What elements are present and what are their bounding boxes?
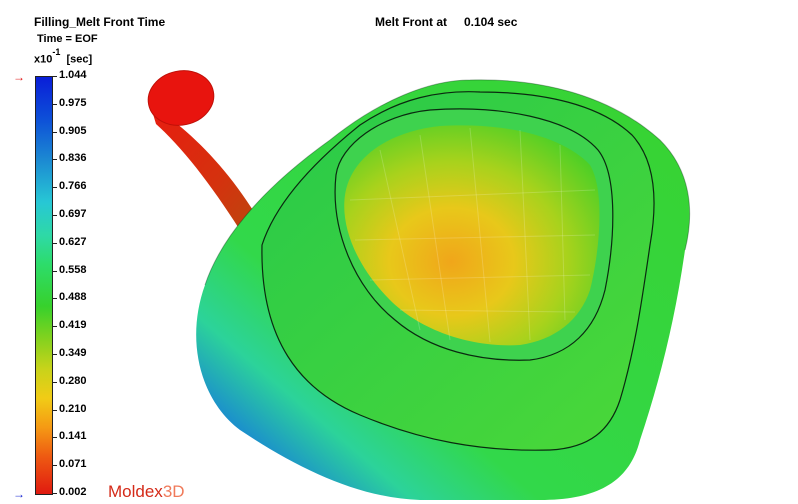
melt-front-label: Melt Front at	[375, 15, 447, 29]
legend-tick-mark	[52, 437, 57, 439]
legend-tick-label: 0.766	[59, 180, 87, 193]
legend-tick-label: 0.071	[59, 458, 87, 471]
legend-tick-mark	[52, 298, 57, 300]
legend-tick-mark	[52, 270, 57, 272]
legend-tick-mark	[52, 131, 57, 133]
melt-front-value: 0.104 sec	[464, 15, 518, 29]
legend-tick-label: 0.558	[59, 263, 87, 276]
legend-tick-mark	[52, 354, 57, 355]
legend-tick-label: 0.975	[59, 96, 87, 109]
moldex3d-logo: Moldex3D	[108, 482, 185, 502]
max-arrow-icon: →	[13, 70, 25, 84]
legend-tick-label: 0.002	[59, 486, 87, 498]
runner-end-cap	[147, 70, 215, 126]
legend-tick-mark	[52, 381, 57, 383]
legend-tick-label: 0.697	[59, 208, 87, 220]
logo-suffix: 3D	[162, 482, 185, 501]
legend-tick-label: 0.627	[59, 235, 87, 248]
legend-tick-mark	[52, 76, 57, 77]
legend-tick-mark	[52, 242, 57, 244]
legend-tick-label: 0.280	[59, 374, 87, 387]
logo-main: Moldex	[108, 482, 163, 501]
legend-tick-label: 0.210	[59, 402, 87, 415]
scale-prefix: x10	[34, 53, 53, 66]
legend-tick-mark	[52, 215, 57, 216]
time-label: Time = EOF	[37, 33, 98, 45]
scale-label: x10-1 [sec]	[34, 47, 93, 66]
center-dome	[344, 125, 600, 346]
result-title: Filling_Melt Front Time	[34, 15, 166, 29]
legend-tick-mark	[52, 326, 57, 328]
color-legend-bar	[35, 76, 53, 495]
legend-tick-mark	[52, 159, 57, 161]
legend-tick-mark	[52, 465, 57, 467]
legend-tick-label: 0.141	[59, 430, 87, 443]
legend-tick-label: 0.905	[59, 124, 87, 137]
runner-sprue	[150, 104, 262, 238]
legend-tick-label: 0.488	[59, 291, 87, 304]
legend-tick-label: 0.419	[59, 319, 87, 332]
legend-tick-label: 1.044	[59, 69, 87, 81]
legend-tick-mark	[52, 409, 57, 411]
scale-exponent: -1	[52, 47, 61, 57]
legend-tick-mark	[52, 493, 57, 494]
legend-tick-label: 0.836	[59, 152, 87, 165]
legend-tick-mark	[52, 103, 57, 105]
scale-unit: [sec]	[66, 53, 93, 66]
min-arrow-icon: →	[13, 487, 25, 501]
legend-tick-label: 0.349	[59, 347, 87, 359]
legend-tick-mark	[52, 187, 57, 189]
